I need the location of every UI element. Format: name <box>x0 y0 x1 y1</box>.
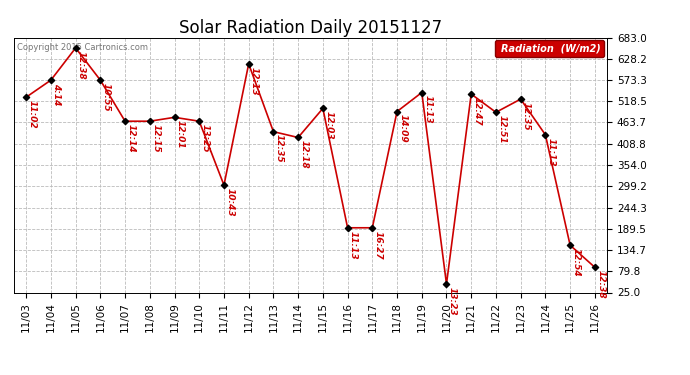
Text: 4:14: 4:14 <box>52 83 61 105</box>
Text: 12:54: 12:54 <box>571 248 580 277</box>
Point <box>342 225 353 231</box>
Point <box>194 118 205 124</box>
Point <box>466 91 477 97</box>
Point <box>589 264 600 270</box>
Text: 12:14: 12:14 <box>126 124 135 153</box>
Text: 11:13: 11:13 <box>546 138 555 166</box>
Text: 10:55: 10:55 <box>101 83 110 111</box>
Text: 12:35: 12:35 <box>522 102 531 130</box>
Point <box>391 108 402 114</box>
Point <box>144 118 155 124</box>
Text: 11:13: 11:13 <box>349 231 358 259</box>
Text: 10:43: 10:43 <box>226 188 235 216</box>
Text: 12:03: 12:03 <box>324 111 333 140</box>
Point <box>95 77 106 83</box>
Point <box>441 281 452 287</box>
Point <box>243 61 254 67</box>
Text: 11:02: 11:02 <box>28 100 37 129</box>
Point <box>70 45 81 51</box>
Text: 12:01: 12:01 <box>176 120 185 149</box>
Title: Solar Radiation Daily 20151127: Solar Radiation Daily 20151127 <box>179 20 442 38</box>
Point <box>515 96 526 102</box>
Point <box>564 242 575 248</box>
Text: 13:23: 13:23 <box>448 287 457 315</box>
Text: 11:13: 11:13 <box>423 95 432 124</box>
Text: Copyright 2015 Cartronics.com: Copyright 2015 Cartronics.com <box>17 43 148 52</box>
Text: 12:15: 12:15 <box>151 124 160 153</box>
Text: 12:47: 12:47 <box>473 97 482 126</box>
Text: 13:25: 13:25 <box>201 124 210 153</box>
Point <box>219 182 230 188</box>
Point <box>46 77 57 83</box>
Point <box>119 118 130 124</box>
Point <box>367 225 378 231</box>
Text: 12:13: 12:13 <box>250 67 259 95</box>
Point <box>293 135 304 141</box>
Text: 14:09: 14:09 <box>398 114 407 143</box>
Text: 12:51: 12:51 <box>497 115 506 144</box>
Text: 12:35: 12:35 <box>275 135 284 163</box>
Text: 16:27: 16:27 <box>374 231 383 259</box>
Point <box>169 114 180 120</box>
Legend: Radiation  (W/m2): Radiation (W/m2) <box>495 40 604 57</box>
Point <box>540 132 551 138</box>
Text: 12:18: 12:18 <box>299 140 308 169</box>
Point <box>491 109 502 115</box>
Point <box>317 105 328 111</box>
Point <box>268 129 279 135</box>
Text: 12:38: 12:38 <box>77 51 86 80</box>
Point <box>416 90 427 96</box>
Point <box>21 94 32 100</box>
Text: 12:38: 12:38 <box>596 270 605 299</box>
